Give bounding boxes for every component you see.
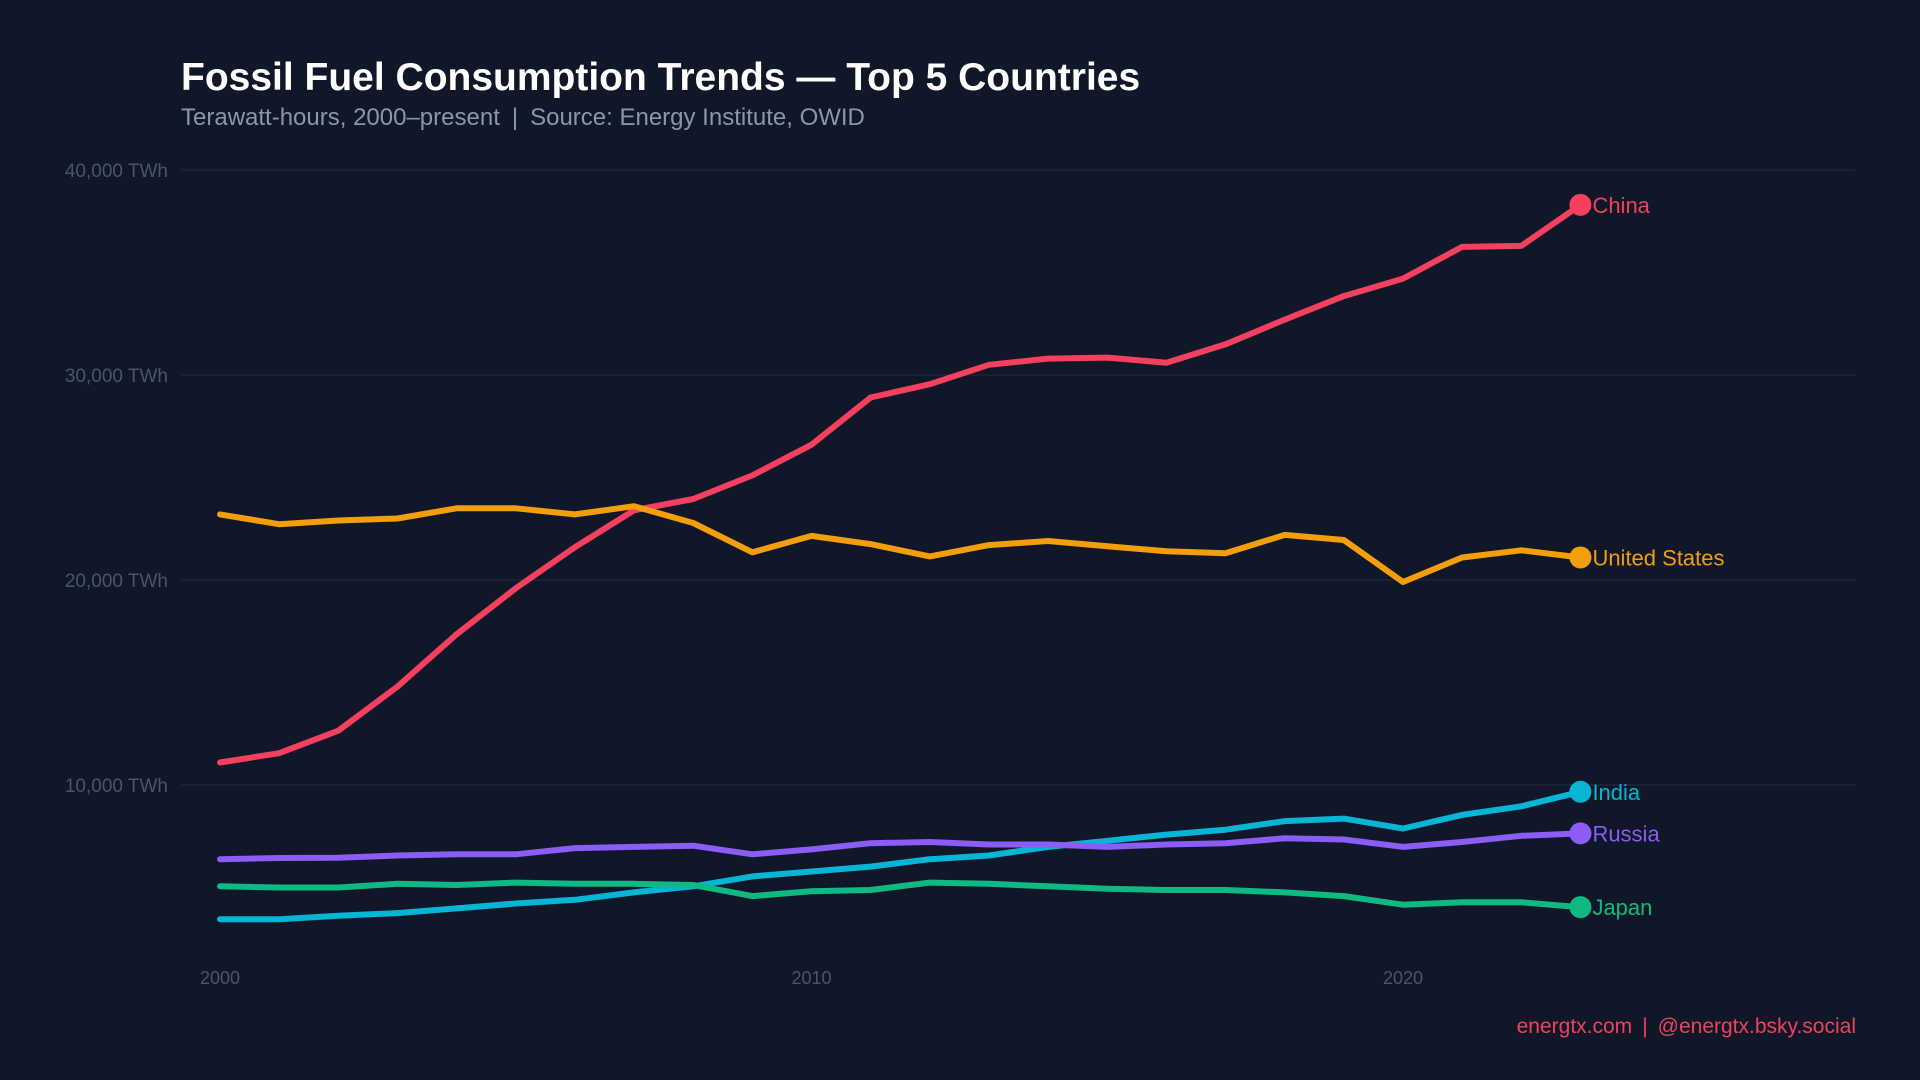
y-tick-label: 40,000 TWh — [65, 161, 168, 182]
y-tick-label: 20,000 TWh — [65, 571, 168, 592]
end-point-united-states — [1569, 546, 1592, 569]
chart-title: Fossil Fuel Consumption Trends — Top 5 C… — [181, 56, 1141, 99]
series-line-china — [217, 201, 1584, 766]
chart-subtitle: Terawatt-hours, 2000–present | Source: Ene… — [181, 104, 865, 132]
footer-separator: | — [1642, 1015, 1648, 1038]
end-point-russia — [1569, 822, 1592, 845]
x-tick-label: 2020 — [1383, 968, 1423, 988]
subtitle-units: Terawatt-hours, 2000–present — [181, 104, 500, 131]
y-tick-label: 30,000 TWh — [65, 366, 168, 387]
footer-credits: energtx.com | @energtx.bsky.social — [1517, 1015, 1856, 1039]
footer-social-link[interactable]: @energtx.bsky.social — [1657, 1015, 1856, 1038]
x-tick-label: 2010 — [791, 968, 831, 988]
series-line-india — [217, 788, 1584, 923]
end-point-china — [1569, 193, 1592, 216]
series-line-russia — [217, 830, 1584, 863]
series-label-russia: Russia — [1592, 821, 1660, 846]
end-point-japan — [1569, 896, 1592, 919]
series-label-china: China — [1592, 193, 1650, 218]
y-tick-label: 10,000 TWh — [65, 776, 168, 797]
x-tick-label: 2000 — [200, 968, 240, 988]
subtitle-source: Source: Energy Institute, OWID — [530, 104, 865, 131]
subtitle-separator: | — [511, 104, 519, 131]
end-point-india — [1569, 780, 1592, 803]
series-label-united-states: United States — [1592, 545, 1724, 570]
series-line-united-states — [217, 503, 1584, 585]
series-label-india: India — [1592, 780, 1640, 805]
footer-site-link[interactable]: energtx.com — [1516, 1015, 1633, 1038]
series-line-japan — [217, 879, 1584, 911]
series-label-japan: Japan — [1592, 895, 1652, 920]
